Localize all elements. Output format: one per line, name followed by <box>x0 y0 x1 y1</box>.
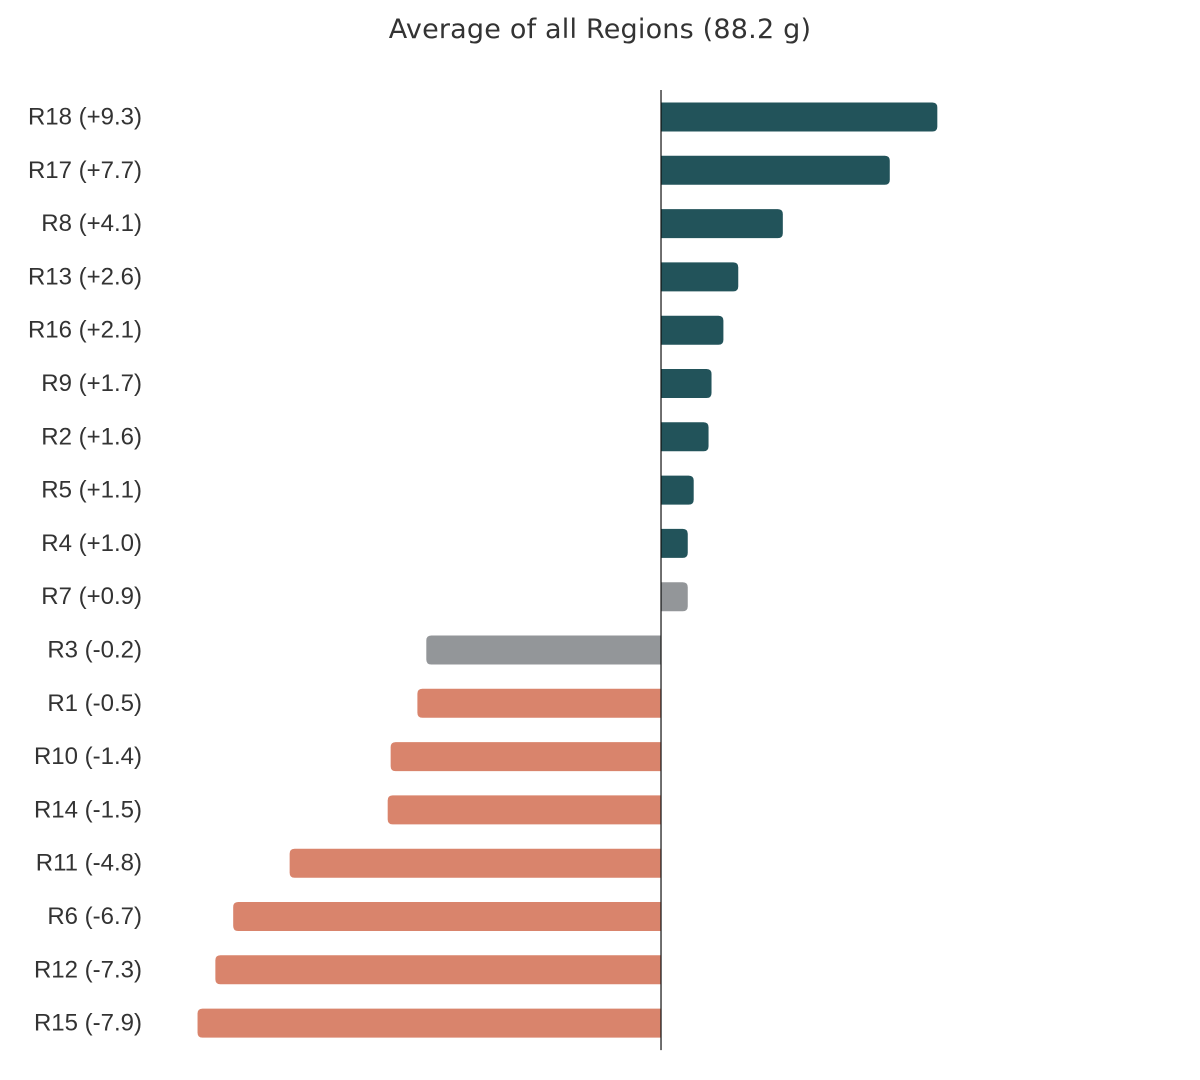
category-label: R12 (-7.3) <box>34 956 142 983</box>
bar-10 <box>661 582 688 612</box>
bar-3 <box>661 209 783 239</box>
category-label: R11 (-4.8) <box>36 850 142 877</box>
bar-4 <box>661 262 739 292</box>
chart-title: Average of all Regions (88.2 g) <box>388 14 812 45</box>
category-label: R3 (-0.2) <box>47 637 142 664</box>
bar-11 <box>426 635 662 665</box>
category-label: R10 (-1.4) <box>34 743 142 770</box>
category-label: R6 (-6.7) <box>47 903 142 930</box>
bar-12 <box>417 688 662 718</box>
bar-1 <box>661 102 938 132</box>
bar-6 <box>661 369 712 398</box>
bar-18 <box>197 1008 662 1038</box>
category-label: R13 (+2.6) <box>28 263 142 290</box>
bar-9 <box>661 528 688 558</box>
category-label: R4 (+1.0) <box>41 530 142 557</box>
category-label: R15 (-7.9) <box>34 1010 142 1037</box>
category-label: R8 (+4.1) <box>41 210 142 237</box>
bar-17 <box>215 955 662 985</box>
bar-15 <box>289 848 662 878</box>
bar-5 <box>661 315 724 345</box>
bar-7 <box>661 422 709 452</box>
category-label: R1 (-0.5) <box>47 690 142 717</box>
bars-layer <box>197 102 938 1038</box>
category-label: R16 (+2.1) <box>28 317 142 344</box>
category-label: R2 (+1.6) <box>41 423 142 450</box>
bar-13 <box>390 742 662 772</box>
category-label: R18 (+9.3) <box>28 104 142 131</box>
bar-2 <box>661 155 890 185</box>
category-label: R7 (+0.9) <box>41 583 142 610</box>
category-label: R9 (+1.7) <box>41 370 142 397</box>
category-label: R5 (+1.1) <box>41 477 142 504</box>
bar-8 <box>661 475 694 505</box>
category-label: R14 (-1.5) <box>34 796 142 823</box>
bar-14 <box>387 795 662 825</box>
category-label: R17 (+7.7) <box>28 157 142 184</box>
bar-16 <box>233 902 662 931</box>
category-labels: R18 (+9.3) R17 (+7.7) R8 (+4.1) R13 (+2.6) R… <box>28 104 142 1037</box>
